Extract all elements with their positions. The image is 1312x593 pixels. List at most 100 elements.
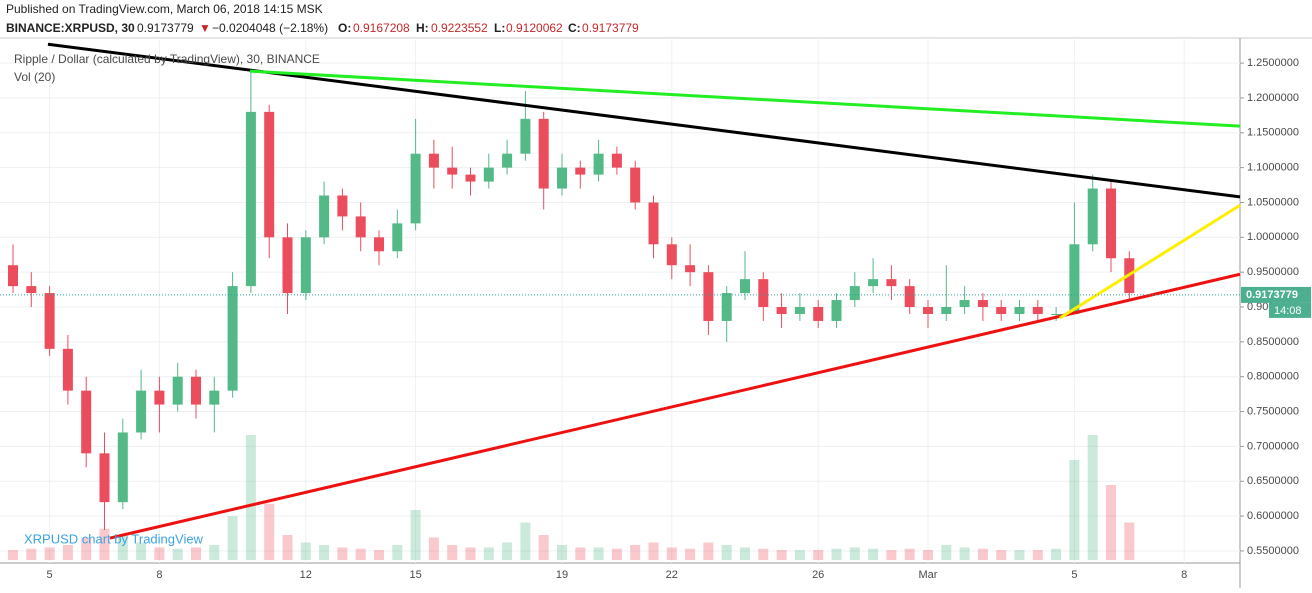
published: Published on TradingView.com, March 06, … [6,2,323,16]
candle-body [410,153,421,224]
volume-bar [557,545,567,560]
volume-bar [849,547,860,560]
candle-body [959,300,970,308]
candle-body [26,286,37,294]
candle-body [630,167,641,203]
candle-body [831,300,842,321]
candle-body [1032,307,1043,314]
volume-bar [996,550,1007,560]
volume-bar [1069,460,1080,560]
candle-body [502,153,513,168]
candle-body [794,307,805,314]
c-label: C: [568,21,581,35]
l: 0.9120062 [506,21,563,35]
candle-body [44,293,55,349]
candle-body [319,195,330,238]
y-tick-label: 0.6000000 [1247,510,1299,522]
candle-body [209,390,220,405]
candle-body [941,307,952,314]
change: −0.0204048 (−2.18%) [212,21,328,35]
y-tick-label: 0.7500000 [1247,405,1299,417]
volume-bar [630,545,641,560]
candle-body [99,453,110,503]
volume-bar [758,548,769,560]
y-tick-label: 0.5500000 [1247,545,1299,557]
volume-bar [868,548,879,560]
volume-bar [1124,522,1135,560]
candle-body [392,223,403,252]
candle-body [465,174,476,182]
last-price-box [1241,286,1311,303]
volume-label: Vol (20) [14,70,55,84]
trendline [1058,203,1241,320]
x-tick-label: 19 [556,569,568,581]
volume-bar [447,545,458,560]
c: 0.9173779 [582,21,639,35]
volume-bar [227,516,238,560]
x-tick-label: 12 [300,569,312,581]
candle-body [227,286,238,391]
candle-body [264,111,275,238]
volume-bar [483,547,494,560]
candle-body [923,307,933,314]
candle-body [996,307,1007,314]
volume-bar [209,545,220,560]
candle-body [172,376,183,405]
candle-body [849,286,860,301]
candle-body [81,390,92,454]
volume-bar [941,545,952,560]
last-price-label: 0.9173779 [1246,289,1298,301]
candle-body [337,195,348,217]
y-tick-label: 0.7000000 [1247,440,1299,452]
volume-bar [1032,550,1043,560]
volume-bar [410,510,421,560]
volume-bar [538,535,549,560]
volume-bar [666,547,677,560]
candle-body [977,300,988,308]
countdown: 14:08 [1274,305,1302,317]
volume-bar [264,503,275,560]
candle-body [776,307,787,314]
candle-body [1069,244,1080,314]
l-label: L: [494,21,505,35]
volume-bar [776,550,787,560]
o: 0.9167208 [353,21,410,35]
volume-bar [593,547,604,560]
trendline [249,69,1241,128]
arrow: ▼ [199,21,211,35]
y-tick-label: 1.1000000 [1247,162,1299,174]
o-label: O: [338,21,351,35]
volume-bar [319,545,330,560]
volume-bar [172,548,183,560]
candle-body [886,279,897,287]
candle-body [374,237,384,252]
candle-body [245,111,256,287]
volume-bar [1051,548,1062,560]
candle-body [868,279,879,287]
candle-body [1106,188,1116,259]
candle-body [154,390,165,405]
trendline [47,42,1241,199]
candle-body [62,348,73,391]
y-tick-label: 1.0000000 [1247,231,1299,243]
x-tick-label: 22 [666,569,678,581]
trendline [109,272,1241,540]
h: 0.9223552 [431,21,488,35]
candle-body [648,202,659,245]
volume-bar [959,547,970,560]
volume-bar [923,550,933,560]
candle-body [538,118,549,189]
volume-bar [191,547,201,560]
candle-body [904,286,915,308]
volume-bar [611,548,622,560]
y-tick-label: 1.0500000 [1247,196,1299,208]
candle-body [813,307,824,321]
volume-bar [81,537,92,560]
volume-bar [721,545,732,560]
last: 0.9173779 [137,21,194,35]
volume-bar [428,537,439,560]
candle-body [685,265,696,273]
volume-bar [703,542,714,560]
candle-body [721,293,732,321]
y-tick-label: 0.6500000 [1247,475,1299,487]
